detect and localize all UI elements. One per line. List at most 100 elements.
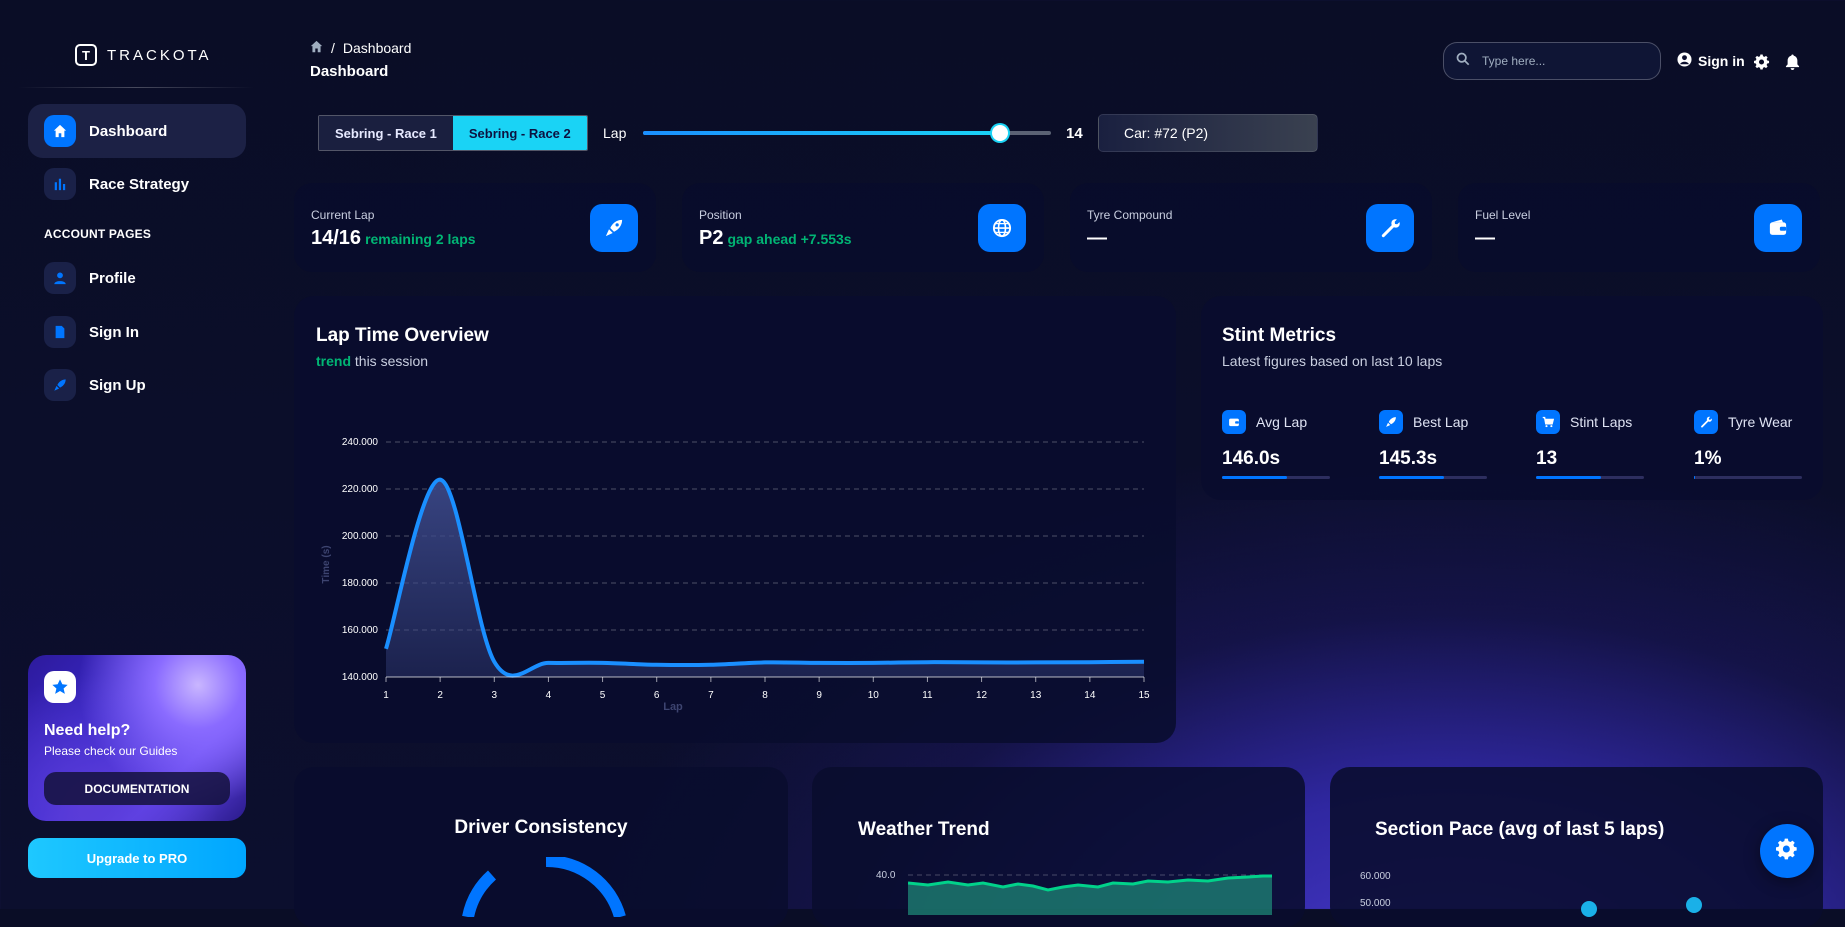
stat-extra: remaining 2 laps bbox=[365, 231, 476, 247]
lap-slider-handle[interactable] bbox=[992, 125, 1008, 141]
sidebar-item-label: Sign In bbox=[89, 323, 139, 341]
race-option-1[interactable]: Sebring - Race 1 bbox=[319, 116, 453, 150]
driver-consistency-panel: Driver Consistency bbox=[294, 767, 788, 927]
sidebar-item-profile[interactable]: Profile bbox=[28, 251, 246, 305]
sidebar-item-race-strategy[interactable]: Race Strategy bbox=[28, 157, 246, 211]
bell-icon[interactable] bbox=[1785, 54, 1800, 75]
user-circle-icon bbox=[1677, 52, 1692, 70]
metric-progress bbox=[1222, 476, 1330, 479]
x-tick-label: 2 bbox=[437, 690, 443, 701]
y-tick-label: 160.000 bbox=[342, 625, 379, 636]
cart-icon bbox=[1536, 410, 1560, 434]
wallet-icon bbox=[1754, 204, 1802, 252]
breadcrumb-separator: / bbox=[331, 40, 335, 56]
lap-time-chart: 140.000 160.000 180.000 200.000 220.000 240.0… bbox=[321, 437, 1150, 713]
sign-in-link[interactable]: Sign in bbox=[1677, 52, 1745, 70]
document-icon bbox=[44, 316, 76, 348]
stat-value: 14/16 remaining 2 laps bbox=[311, 227, 476, 250]
y-tick-label: 240.000 bbox=[342, 437, 379, 448]
section-pace-point bbox=[1686, 897, 1702, 913]
metric-stint-laps: Stint Laps 13 bbox=[1536, 410, 1644, 479]
breadcrumb-current: Dashboard bbox=[342, 40, 412, 56]
gear-icon[interactable] bbox=[1754, 54, 1770, 75]
weather-area bbox=[908, 876, 1272, 915]
search-input[interactable] bbox=[1480, 53, 1640, 69]
x-axis-label: Lap bbox=[663, 701, 683, 713]
consistency-gauge bbox=[462, 857, 626, 917]
y-tick-label: 200.000 bbox=[342, 531, 379, 542]
sidebar-divider bbox=[18, 87, 254, 88]
sidebar-item-dashboard[interactable]: Dashboard bbox=[28, 104, 246, 158]
metric-value: 1% bbox=[1694, 448, 1722, 469]
settings-fab[interactable] bbox=[1760, 824, 1814, 878]
metric-value: 146.0s bbox=[1222, 448, 1281, 469]
help-subtitle: Please check our Guides bbox=[44, 744, 178, 758]
stat-value: — bbox=[1475, 227, 1495, 250]
brand-mark: T bbox=[75, 44, 97, 66]
stat-card-position: Position P2 gap ahead +7.553s bbox=[682, 183, 1044, 272]
y-tick-label: 180.000 bbox=[342, 578, 379, 589]
stint-metrics-subtitle: Latest figures based on last 10 laps bbox=[1222, 353, 1443, 369]
section-pace-point bbox=[1581, 901, 1597, 917]
documentation-button[interactable]: DOCUMENTATION bbox=[44, 772, 230, 805]
stat-main-value: 14/16 bbox=[311, 227, 362, 249]
metric-progress bbox=[1536, 476, 1644, 479]
trend-label: trend bbox=[316, 353, 351, 369]
page-title: Dashboard bbox=[310, 63, 389, 80]
y-tick-label: 220.000 bbox=[342, 484, 379, 495]
sidebar-item-sign-in[interactable]: Sign In bbox=[28, 305, 246, 359]
weather-trend-panel: Weather Trend 40.0 bbox=[812, 767, 1305, 927]
sign-in-label: Sign in bbox=[1698, 53, 1745, 69]
gear-icon bbox=[1776, 838, 1798, 865]
search-box bbox=[1443, 42, 1661, 80]
x-tick-label: 8 bbox=[762, 690, 768, 701]
upgrade-pro-button[interactable]: Upgrade to PRO bbox=[28, 838, 246, 878]
help-card: Need help? Please check our Guides DOCUM… bbox=[28, 655, 246, 821]
brand-logo[interactable]: T TRACKOTA bbox=[75, 43, 212, 67]
x-tick-label: 14 bbox=[1084, 690, 1096, 701]
sidebar-item-sign-up[interactable]: Sign Up bbox=[28, 358, 246, 412]
x-tick-label: 12 bbox=[976, 690, 988, 701]
lap-time-line bbox=[384, 477, 1145, 678]
stat-value: P2 gap ahead +7.553s bbox=[699, 227, 852, 250]
metric-value: 145.3s bbox=[1379, 448, 1438, 469]
sidebar-item-label: Sign Up bbox=[89, 376, 146, 394]
x-tick-label: 5 bbox=[600, 690, 606, 701]
metric-label: Stint Laps bbox=[1570, 414, 1633, 430]
weather-line bbox=[908, 874, 1272, 892]
stat-card-fuel-level: Fuel Level — bbox=[1458, 183, 1820, 272]
x-tick-label: 15 bbox=[1138, 690, 1150, 701]
y-axis-label: Time (s) bbox=[321, 545, 332, 583]
home-icon bbox=[44, 115, 76, 147]
metric-progress-fill bbox=[1222, 476, 1287, 479]
race-option-2[interactable]: Sebring - Race 2 bbox=[452, 116, 587, 150]
sidebar-item-label: Dashboard bbox=[89, 122, 168, 140]
lap-time-area bbox=[386, 479, 1144, 677]
globe-icon bbox=[978, 204, 1026, 252]
rocket-icon bbox=[590, 204, 638, 252]
driver-consistency-title: Driver Consistency bbox=[454, 817, 628, 838]
stat-label: Current Lap bbox=[311, 208, 375, 222]
stat-extra: gap ahead +7.553s bbox=[727, 231, 852, 247]
metric-label: Avg Lap bbox=[1256, 414, 1308, 430]
metric-progress-fill bbox=[1694, 476, 1696, 479]
stat-main-value: — bbox=[1475, 227, 1495, 249]
lap-value: 14 bbox=[1066, 125, 1083, 142]
subtitle-rest: this session bbox=[351, 353, 429, 369]
search-icon bbox=[1456, 52, 1470, 71]
section-pace-panel: Section Pace (avg of last 5 laps) 60.000… bbox=[1330, 767, 1823, 927]
x-tick-label: 1 bbox=[383, 690, 389, 701]
wrench-icon bbox=[1694, 410, 1718, 434]
stat-label: Fuel Level bbox=[1475, 208, 1531, 222]
lap-slider-fill bbox=[643, 131, 1000, 135]
metric-progress-fill bbox=[1379, 476, 1444, 479]
x-tick-label: 10 bbox=[868, 690, 880, 701]
metric-tyre-wear: Tyre Wear 1% bbox=[1694, 410, 1802, 479]
home-icon[interactable] bbox=[310, 40, 323, 56]
x-tick-label: 11 bbox=[922, 690, 933, 701]
stat-main-value: P2 bbox=[699, 227, 724, 249]
stat-label: Position bbox=[699, 208, 742, 222]
car-selector[interactable]: Car: #72 (P2) bbox=[1098, 114, 1318, 152]
weather-trend-chart bbox=[908, 874, 1272, 915]
stat-card-current-lap: Current Lap 14/16 remaining 2 laps bbox=[294, 183, 656, 272]
